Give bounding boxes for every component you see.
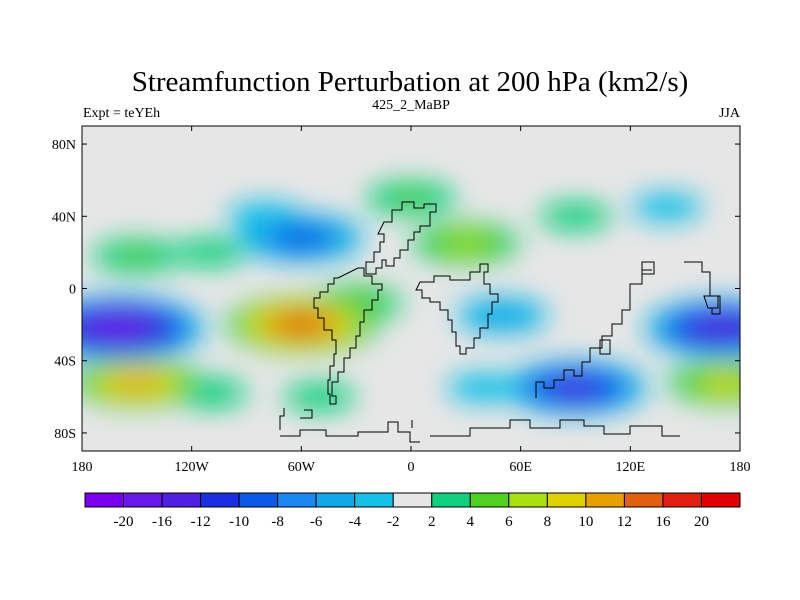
colorbar-label: -10 <box>229 514 249 530</box>
colorbar-label: -12 <box>191 514 211 530</box>
field-contour <box>555 379 596 396</box>
colorbar-box <box>238 492 279 508</box>
coastline-asia-australia <box>535 261 721 398</box>
colorbar-box <box>700 492 741 508</box>
y-tick-label: 40N <box>52 210 76 225</box>
colorbar-label: 20 <box>694 514 709 530</box>
field-contour <box>707 374 740 390</box>
colorbar-box <box>123 492 163 508</box>
field-contour <box>118 248 155 264</box>
colorbar-label: -4 <box>348 514 361 530</box>
contour-field <box>82 180 740 416</box>
colorbar-label: 4 <box>467 514 475 530</box>
field-contour <box>117 374 156 391</box>
field-contour <box>447 235 485 252</box>
x-tick-label: 0 <box>408 460 415 475</box>
map-plot-area <box>82 126 740 451</box>
field-contour <box>283 230 320 246</box>
subtitle-right: JJA <box>719 106 741 121</box>
y-axis: 80N 40N 0 40S 80S <box>52 138 740 442</box>
x-tick-label: 120E <box>616 460 646 475</box>
colorbar-box <box>585 492 625 508</box>
field-contour <box>281 316 322 333</box>
colorbar-box <box>508 492 548 508</box>
coastline-africa <box>415 263 499 355</box>
colorbar-box <box>469 492 510 508</box>
field-contour <box>97 319 140 337</box>
colorbar-label: -6 <box>310 514 323 530</box>
coastline-south-america <box>313 267 383 405</box>
field-contour <box>701 319 740 337</box>
colorbar-box <box>200 492 240 508</box>
colorbar-box <box>84 492 125 508</box>
y-tick-label: 40S <box>54 355 76 370</box>
x-tick-label: 180 <box>730 460 751 475</box>
colorbar-label: -2 <box>387 514 400 530</box>
colorbar-box <box>354 492 394 508</box>
y-tick-label: 80N <box>52 138 76 153</box>
colorbar-label: 16 <box>655 514 671 530</box>
field-contour <box>647 199 687 216</box>
colorbar-label: 12 <box>617 514 632 530</box>
colorbar-label: 2 <box>428 514 436 530</box>
colorbar-label: -16 <box>152 514 172 530</box>
colorbar-box <box>161 492 202 508</box>
field-contour <box>392 190 430 206</box>
colorbar-box <box>315 492 356 508</box>
colorbar-label: 8 <box>544 514 552 530</box>
colorbar-label: 10 <box>578 514 593 530</box>
x-tick-label: 120W <box>175 460 210 475</box>
subtitle-center: 425_2_MaBP <box>372 98 450 113</box>
field-contour <box>300 388 339 405</box>
coastline-north-america <box>365 201 437 275</box>
x-tick-label: 180 <box>72 460 93 475</box>
y-tick-label: 0 <box>69 283 76 298</box>
coastlines <box>279 201 721 443</box>
colorbar-box <box>392 492 433 508</box>
x-axis: 180 120W 60W 0 60E 120E 180 <box>72 126 751 475</box>
colorbar-box <box>662 492 702 508</box>
coastline-antarctica <box>279 408 680 443</box>
x-tick-label: 60W <box>288 460 316 475</box>
field-contour <box>556 208 595 225</box>
chart-title: Streamfunction Perturbation at 200 hPa (… <box>132 66 689 98</box>
colorbar-label: -20 <box>114 514 134 530</box>
colorbar-box <box>546 492 587 508</box>
colorbar-box <box>277 492 317 508</box>
field-contour <box>464 379 505 397</box>
colorbar-box <box>431 492 471 508</box>
colorbar: -20 -16 -12 -10 -8 -6 -4 -2 2 4 6 8 10 12 16 20 <box>84 492 741 530</box>
colorbar-label: -8 <box>271 514 284 530</box>
field-contour <box>483 307 522 324</box>
field-contour <box>190 244 230 261</box>
x-tick-label: 60E <box>509 460 532 475</box>
subtitle-left: Expt = teYEh <box>83 106 160 121</box>
y-tick-label: 80S <box>54 427 76 442</box>
colorbar-label: 6 <box>505 514 513 530</box>
colorbar-box <box>623 492 664 508</box>
